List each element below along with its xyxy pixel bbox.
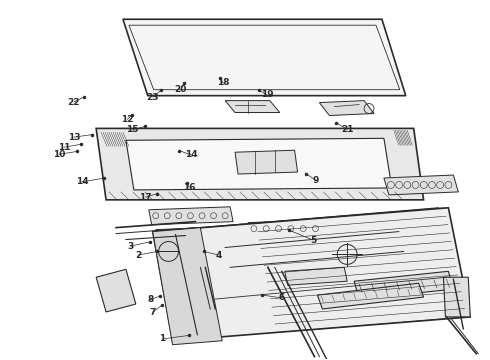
Polygon shape — [153, 208, 470, 341]
Text: 12: 12 — [121, 115, 134, 124]
Polygon shape — [443, 277, 470, 317]
Text: 10: 10 — [53, 150, 66, 159]
Text: 9: 9 — [312, 176, 318, 185]
Polygon shape — [235, 150, 297, 174]
Polygon shape — [318, 283, 424, 309]
Polygon shape — [384, 175, 458, 195]
Text: 21: 21 — [341, 125, 353, 134]
Text: 22: 22 — [68, 98, 80, 107]
Polygon shape — [149, 207, 233, 225]
Text: 8: 8 — [147, 295, 153, 304]
Text: 16: 16 — [183, 183, 196, 192]
Text: 2: 2 — [135, 251, 141, 260]
Text: 14: 14 — [76, 177, 88, 186]
Text: 5: 5 — [310, 235, 316, 244]
Text: 23: 23 — [147, 93, 159, 102]
Polygon shape — [123, 19, 406, 96]
Polygon shape — [96, 129, 424, 200]
Polygon shape — [248, 220, 322, 237]
Text: 6: 6 — [278, 293, 285, 302]
Text: 17: 17 — [139, 193, 151, 202]
Polygon shape — [153, 228, 222, 345]
Text: 13: 13 — [68, 132, 80, 141]
Polygon shape — [156, 227, 238, 243]
Polygon shape — [96, 269, 136, 312]
Polygon shape — [225, 100, 280, 113]
Polygon shape — [285, 267, 347, 285]
Text: 11: 11 — [58, 143, 71, 152]
Text: 20: 20 — [174, 85, 187, 94]
Text: 7: 7 — [149, 308, 156, 317]
Text: 15: 15 — [126, 126, 139, 135]
Text: 3: 3 — [127, 242, 134, 251]
Text: 18: 18 — [217, 78, 229, 87]
Polygon shape — [126, 138, 392, 190]
Text: 14: 14 — [185, 150, 198, 159]
Text: 4: 4 — [215, 251, 221, 260]
Polygon shape — [354, 271, 453, 299]
Text: 19: 19 — [261, 90, 273, 99]
Text: 1: 1 — [159, 334, 166, 343]
Polygon shape — [319, 100, 374, 116]
